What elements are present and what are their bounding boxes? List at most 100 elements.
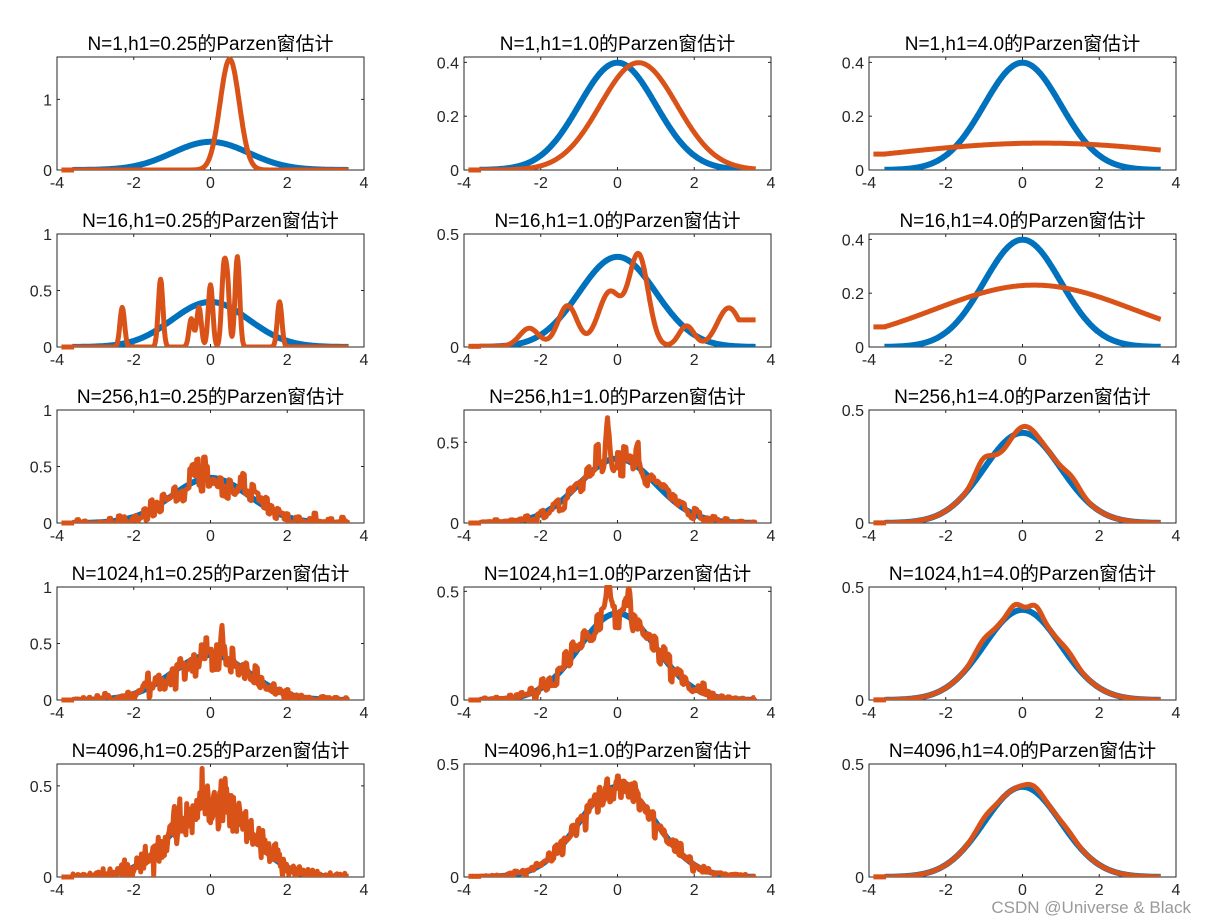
estimate-point: [881, 874, 887, 880]
subplot: N=256,h1=0.25的Parzen窗估计 -4 -2 0 2 4 0 0.5 1: [30, 386, 369, 545]
subplot-title: N=256,h1=1.0的Parzen窗估计: [489, 386, 746, 408]
estimate-point: [69, 697, 75, 703]
axes-box: [463, 586, 772, 701]
y-tick-label: 0: [43, 163, 52, 180]
estimate-point: [472, 167, 478, 173]
estimate-point: [472, 697, 478, 703]
true-density-line: [477, 253, 758, 347]
subplot: N=1,h1=0.25的Parzen窗估计 -4 -2 0 2 4 0 1: [43, 33, 368, 192]
subplot-title: N=4096,h1=0.25的Parzen窗估计: [72, 740, 350, 762]
y-tick-label: 0.5: [30, 460, 52, 477]
y-tick-label: 0: [855, 163, 864, 180]
x-tick-label: 4: [1172, 528, 1181, 545]
x-tick-label: 0: [1018, 882, 1027, 899]
true-density-line: [882, 59, 1163, 170]
true-density-line: [477, 59, 758, 170]
x-tick-label: 4: [360, 528, 369, 545]
estimate-point: [69, 520, 75, 526]
estimate-point: [476, 697, 482, 703]
x-tick-label: -4: [862, 882, 876, 899]
x-tick-label: 4: [1172, 352, 1181, 369]
y-tick-label: 0.2: [842, 109, 864, 126]
plot-area: [477, 585, 758, 700]
estimate-point: [881, 324, 887, 330]
x-tick-label: -4: [50, 705, 64, 722]
x-tick-label: 2: [690, 705, 699, 722]
y-tick-label: 0.4: [842, 232, 864, 249]
subplot: N=256,h1=1.0的Parzen窗估计 -4 -2 0 2 4 0 0.5: [437, 386, 776, 545]
x-tick-label: 0: [613, 882, 622, 899]
x-tick-label: 2: [1095, 175, 1104, 192]
x-tick-label: -2: [939, 175, 953, 192]
x-tick-label: 0: [613, 175, 622, 192]
x-tick-label: 0: [206, 882, 215, 899]
parzen-estimate-line: [70, 56, 351, 170]
parzen-estimate-line: [70, 622, 351, 700]
x-tick-label: 2: [1095, 528, 1104, 545]
plot-area: [882, 601, 1163, 700]
y-tick-label: 0: [43, 340, 52, 357]
true-density-line: [882, 236, 1163, 347]
subplot-title: N=4096,h1=1.0的Parzen窗估计: [484, 740, 751, 762]
x-tick-label: 0: [1018, 352, 1027, 369]
axes-box: [868, 56, 1177, 171]
x-tick-label: 0: [1018, 175, 1027, 192]
x-tick-label: -2: [127, 528, 141, 545]
x-tick-label: 2: [1095, 882, 1104, 899]
estimate-point: [468, 343, 474, 349]
parzen-estimate-line: [477, 60, 758, 170]
estimate-point: [61, 344, 67, 350]
estimate-point: [476, 520, 482, 526]
x-tick-label: 0: [206, 705, 215, 722]
x-tick-label: 0: [1018, 705, 1027, 722]
x-tick-label: -4: [50, 528, 64, 545]
y-tick-label: 0: [450, 340, 459, 357]
y-tick-label: 1: [43, 403, 52, 420]
x-tick-label: -2: [534, 705, 548, 722]
x-tick-label: -4: [50, 882, 64, 899]
plot-area: [70, 254, 351, 347]
parzen-estimate-line: [882, 781, 1163, 877]
estimate-point: [61, 874, 67, 880]
y-tick-label: 0: [43, 693, 52, 710]
parzen-estimate-line: [69, 765, 351, 877]
plot-area: [70, 454, 351, 523]
y-tick-label: 1: [43, 580, 52, 597]
x-tick-label: 4: [360, 705, 369, 722]
subplot: N=4096,h1=0.25的Parzen窗估计 -4 -2 0 2 4 0 0.5: [30, 740, 369, 899]
x-tick-label: 4: [1172, 882, 1181, 899]
subplot: N=4096,h1=4.0的Parzen窗估计 -4 -2 0 2 4 0 0.5: [842, 740, 1181, 899]
watermark: CSDN @Universe & Black: [991, 898, 1191, 917]
y-tick-label: 0: [855, 340, 864, 357]
subplot: N=1024,h1=4.0的Parzen窗估计 -4 -2 0 2 4 0 0.5: [842, 563, 1181, 722]
x-tick-label: 2: [690, 882, 699, 899]
subplot: N=1,h1=1.0的Parzen窗估计 -4 -2 0 2 4 0 0.2 0.4: [437, 33, 776, 192]
estimate-point: [476, 343, 482, 349]
estimate-point: [468, 520, 474, 526]
subplot-title: N=1,h1=1.0的Parzen窗估计: [500, 33, 736, 55]
x-tick-label: -4: [457, 882, 471, 899]
x-tick-label: 2: [283, 352, 292, 369]
estimate-point: [61, 520, 67, 526]
x-tick-label: -2: [939, 882, 953, 899]
x-tick-label: 0: [206, 175, 215, 192]
plot-area: [477, 250, 758, 347]
x-tick-label: -2: [534, 352, 548, 369]
plot-area: [882, 236, 1163, 347]
y-tick-label: 0: [450, 163, 459, 180]
x-tick-label: -2: [534, 882, 548, 899]
y-tick-label: 0.5: [842, 757, 864, 774]
plot-area: [70, 622, 351, 700]
estimate-point: [468, 697, 474, 703]
subplot-title: N=1,h1=4.0的Parzen窗估计: [905, 33, 1141, 55]
subplot-title: N=16,h1=1.0的Parzen窗估计: [494, 210, 740, 232]
x-tick-label: -4: [50, 175, 64, 192]
x-tick-label: 4: [767, 528, 776, 545]
x-tick-label: 4: [360, 882, 369, 899]
estimate-point: [476, 873, 482, 879]
x-tick-label: -2: [939, 528, 953, 545]
parzen-estimate-line: [477, 250, 758, 347]
y-tick-label: 0: [43, 870, 52, 887]
parzen-estimate-line: [882, 601, 1163, 700]
